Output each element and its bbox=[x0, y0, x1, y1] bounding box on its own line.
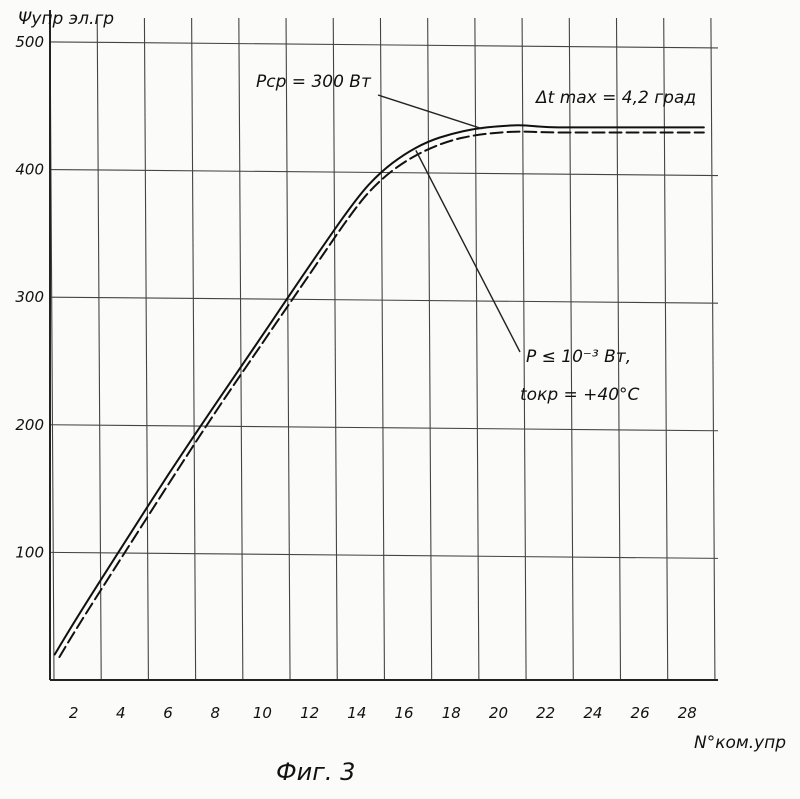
annotation-t-ambient: tокр = +40°C bbox=[520, 385, 640, 405]
grid-line-x-3 bbox=[192, 18, 196, 680]
annotation-p-low: P ≤ 10⁻³ Вт, bbox=[526, 347, 631, 367]
y-tick-label: 300 bbox=[15, 288, 44, 306]
x-tick-label: 10 bbox=[253, 704, 272, 722]
grid-line-x-14 bbox=[711, 18, 715, 680]
x-tick-label: 24 bbox=[583, 704, 602, 722]
annotation-delta-t: Δt max = 4,2 град bbox=[534, 88, 696, 108]
x-tick-label: 6 bbox=[163, 704, 173, 722]
grid-line-x-6 bbox=[333, 18, 337, 680]
y-axis-label: Ψупр эл.гр bbox=[18, 9, 114, 29]
grid-line-y-1 bbox=[50, 425, 718, 431]
x-tick-label: 2 bbox=[69, 704, 79, 722]
grid-line-x-7 bbox=[380, 18, 384, 680]
x-tick-label: 28 bbox=[678, 704, 697, 722]
x-axis-label: N°ком.упр bbox=[694, 733, 786, 753]
x-tick-label: 20 bbox=[489, 704, 508, 722]
grid-line-x-5 bbox=[286, 18, 290, 680]
annotation-p-avg: Pср = 300 Вт bbox=[256, 72, 372, 92]
y-tick-label: 500 bbox=[15, 33, 44, 51]
y-tick-label: 100 bbox=[15, 543, 44, 561]
x-tick-label: 8 bbox=[210, 704, 220, 722]
x-tick-label: 26 bbox=[631, 704, 650, 722]
x-tick-label: 22 bbox=[536, 704, 555, 722]
x-tick-label: 16 bbox=[395, 704, 414, 722]
grid-line-x-8 bbox=[428, 18, 432, 680]
x-tick-label: 4 bbox=[116, 704, 126, 722]
figure-caption: Фиг. 3 bbox=[276, 758, 355, 786]
grid-line-x-13 bbox=[664, 18, 668, 680]
y-tick-label: 400 bbox=[15, 161, 44, 179]
grid-line-x-4 bbox=[239, 18, 243, 680]
grid-line-x-2 bbox=[144, 18, 148, 680]
grid-line-y-4 bbox=[50, 42, 718, 48]
annotation-p-avg-arrow bbox=[378, 95, 482, 129]
x-tick-label: 12 bbox=[300, 704, 319, 722]
y-tick-label: 200 bbox=[15, 416, 44, 434]
x-tick-label: 14 bbox=[347, 704, 366, 722]
tick-labels: 246810121416182022242628100200300400500 bbox=[15, 33, 697, 722]
annotation-p-low-arrow bbox=[416, 150, 520, 352]
x-tick-label: 18 bbox=[442, 704, 461, 722]
grid-line-x-9 bbox=[475, 18, 479, 680]
